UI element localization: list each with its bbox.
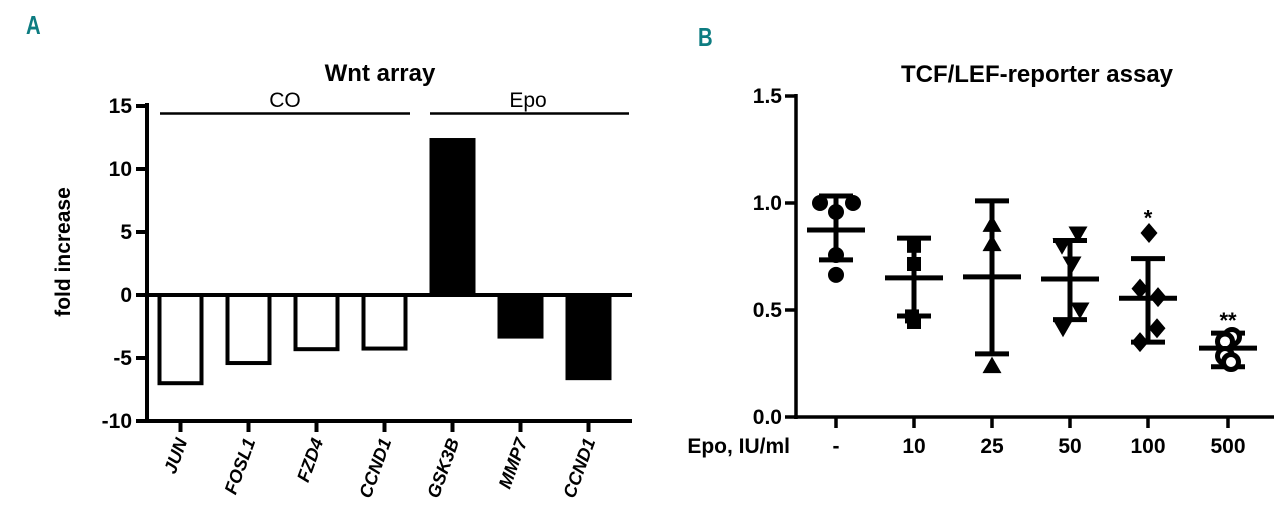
y-tick-label: -5 [113,347,132,370]
x-tick-label: 10 [902,435,925,458]
x-category-label: MMP7 [495,435,532,492]
data-point-circle [812,195,828,211]
panel-a-plot-area: 15 10 5 0 -5 -10 JUN FOSL1 FZD4 CCND1 GSK3B MMP7 CCN… [102,89,632,501]
dose-group-50 [1041,226,1099,338]
bar-ccnd1 [565,293,612,381]
panel-b-x-axis-label: Epo, IU/ml [687,435,790,458]
dose-group-500: ** [1199,308,1257,373]
y-tick-label: -10 [102,410,132,433]
bar-fosl1 [225,293,272,366]
y-tick-label: 5 [120,221,132,244]
data-point-diamond [1148,318,1166,339]
x-category-label: JUN [160,435,191,477]
data-point-open-circle [1221,352,1241,373]
x-tick-label: 50 [1058,435,1081,458]
data-point-triangle-down [1052,238,1072,255]
data-point-square [907,238,921,253]
data-point-circle [828,247,844,264]
data-point-circle [828,203,844,220]
y-tick-label: 0.0 [753,406,782,429]
data-point-square [907,256,921,271]
y-tick-label: 0.5 [753,299,783,322]
data-point-circle [828,266,844,283]
bar-mmp7 [497,293,544,339]
data-point-square [907,314,921,329]
data-point-triangle-down [1068,226,1088,244]
data-point-diamond [1131,278,1149,299]
data-point-diamond [1131,332,1149,353]
data-point-diamond [1140,222,1158,243]
data-point-triangle-up [982,234,1002,252]
y-tick-label: 10 [109,158,132,181]
wnt-array-bar-chart: Wnt array fold increase 15 10 5 0 -5 -10 JUN FO… [52,60,632,501]
dose-group-25 [963,198,1021,374]
tcf-lef-reporter-scatter-chart: TCF/LEF-reporter assay Epo, IU/ml 1.5 1.0… [687,61,1274,458]
bar-gsk3b [429,138,476,297]
y-tick-label: 1.5 [753,85,783,108]
panel-a-label: A [26,10,41,40]
data-point-triangle-up [982,215,1002,232]
data-point-triangle-down [1062,256,1082,273]
bar-fzd4 [293,293,340,352]
x-category-label: GSK3B [423,436,463,501]
bar-jun [157,293,204,386]
significance-annotation: * [1144,205,1153,230]
data-point-circle [845,195,861,211]
x-tick-label: 25 [980,435,1004,458]
x-category-label: FOSL1 [221,436,260,497]
group-label-co: CO [269,89,301,112]
data-point-triangle-up [982,356,1002,374]
panel-b-label: B [698,22,713,52]
data-point-triangle-down [1053,320,1073,338]
y-tick-label: 0 [120,284,132,307]
data-point-diamond [1149,287,1167,308]
x-category-label: CCND1 [559,436,599,501]
dose-group-100: * [1119,205,1177,353]
x-tick-label: 500 [1210,435,1245,458]
x-category-label: CCND1 [355,436,395,501]
bar-ccnd1 [361,293,408,351]
x-tick-label: - [833,435,840,458]
group-label-epo: Epo [509,89,546,112]
significance-annotation: ** [1219,308,1237,333]
x-category-label: FZD4 [293,436,327,485]
x-tick-label: 100 [1130,435,1165,458]
panel-b-plot-area: 1.5 1.0 0.5 0.0 - 10 25 50 * 100 ** 500 [753,85,1274,458]
data-point-triangle-down [1070,302,1090,319]
y-tick-label: 15 [109,95,133,118]
panel-b-title: TCF/LEF-reporter assay [901,61,1174,88]
panel-a-y-axis-label: fold increase [52,187,75,317]
panel-a-title: Wnt array [325,60,436,87]
y-tick-label: 1.0 [753,192,782,215]
dose-group-10 [885,235,943,329]
dose-group-ctrl [807,193,865,283]
